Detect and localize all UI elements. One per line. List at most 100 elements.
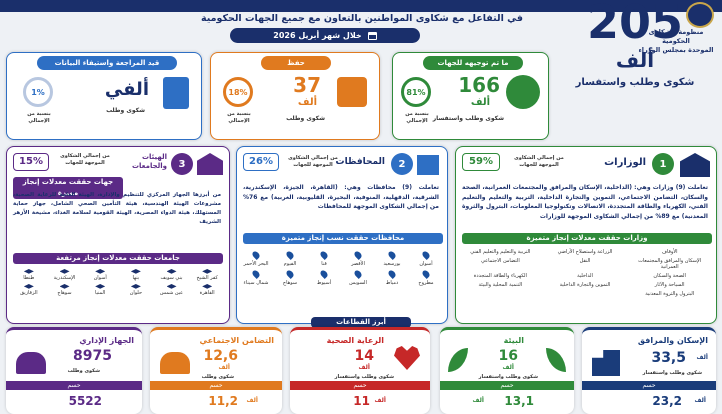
people-icon	[160, 352, 190, 374]
university-item: الزقازيق	[13, 284, 45, 296]
solved-unit: ألف	[374, 397, 386, 404]
month-label: خلال شهر أبريل 2026	[273, 31, 362, 40]
ministry-item: التموين والتجارة الداخلية	[559, 282, 611, 288]
building-icon	[506, 75, 540, 109]
pin-icon	[319, 250, 329, 260]
saved-unit: ألف	[297, 97, 317, 108]
sector-label: شكوى وطلب واستفسار	[642, 370, 702, 376]
university-item: سوهاج	[49, 284, 81, 296]
bodies-pct: 15%	[13, 153, 49, 171]
ministries-card: 1 الوزارات من إجمالي الشكاوى الموجهة للج…	[455, 146, 717, 324]
governorate-item: البحر الأحمر	[241, 250, 271, 267]
team-icon	[16, 352, 46, 374]
solved-bar: حسم	[290, 381, 430, 390]
ministry-item: السياحة والآثار	[654, 282, 685, 288]
sector-label: شكوى وطلب	[67, 368, 100, 374]
governorates-pct-label: من إجمالي الشكاوى الموجهة للجهات	[288, 155, 338, 168]
governorate-item: الفيوم	[275, 250, 305, 267]
university-item: المنيا	[84, 284, 116, 296]
governorate-item: شمال سيناء	[241, 269, 271, 286]
university-item: عين شمس	[156, 284, 188, 296]
sectors-title: أبرز القطاعات	[311, 317, 411, 328]
folder-icon	[337, 77, 367, 107]
governorate-item: دمياط	[377, 269, 407, 286]
solved-unit: ألف	[472, 397, 484, 404]
calendar-icon	[367, 31, 377, 40]
header-subtitle: في التفاعل مع شكاوى المواطنين بالتعاون م…	[201, 13, 523, 24]
grad-cap-icon	[95, 269, 106, 274]
ministries-list: الأوقاف الزراعة واستصلاح الأراضي التربية…	[460, 249, 710, 297]
sector-unit: ألف	[218, 364, 230, 371]
ministries-pct-label: من إجمالي الشكاوى الموجهة للجهات	[514, 155, 564, 168]
review-pct: 1%	[31, 87, 45, 97]
grad-cap-icon	[202, 269, 213, 274]
saved-title: حفظ	[261, 56, 331, 70]
directed-unit: ألف	[470, 97, 490, 108]
solved-bar: حسم	[150, 381, 282, 390]
grad-cap-icon	[59, 269, 70, 274]
governorates-title: المحافظات	[335, 157, 385, 167]
sector-unit: ألف	[502, 364, 514, 371]
pin-icon	[251, 250, 261, 260]
governorate-item: أسيوط	[309, 269, 339, 286]
ministries-building-icon	[680, 153, 710, 177]
saved-label: شكوى وطلب	[286, 115, 325, 122]
ministries-index: 1	[652, 153, 674, 175]
ministry-item: الداخلية	[577, 273, 593, 279]
solved-number: 5522	[68, 394, 102, 408]
solved-number: 11,2	[208, 394, 238, 408]
bodies-banner-2: جامعات حققت معدلات إنجاز مرتفعة	[13, 253, 223, 264]
governorates-card: 2 المحافظات من إجمالي الشكاوى الموجهة لل…	[236, 146, 448, 324]
grad-cap-icon	[202, 284, 213, 289]
review-label: شكوى وطلب	[106, 107, 145, 114]
review-pct-ring: 1%	[23, 77, 53, 107]
ministries-title: الوزارات	[604, 157, 646, 168]
directed-pct: 81%	[406, 87, 426, 97]
governorate-item: بورسعيد	[377, 250, 407, 267]
sector-number: 12,6	[203, 348, 238, 364]
total-unit: ألف	[615, 48, 655, 72]
solved-unit: ألف	[694, 397, 706, 404]
governorate-item: مطروح	[411, 269, 441, 286]
total-number: 205	[586, 0, 684, 49]
bodies-title: الهيئات والجامعات	[132, 153, 167, 170]
directed-number: 166	[458, 73, 500, 97]
directed-pct-ring: 81%	[401, 77, 431, 107]
month-pill: خلال شهر أبريل 2026	[230, 28, 420, 43]
sector-label: شكوى وطلب واستفسار	[334, 374, 394, 380]
status-card-saved: حفظ 37 ألف شكوى وطلب 18% بنسبة من الإجما…	[210, 52, 380, 140]
review-pct-label: بنسبة من الإجمالي	[27, 111, 51, 124]
pin-icon	[319, 269, 329, 279]
sector-card-environment: البيئة 16 ألف شكوى وطلب واستفسار حسم 13,…	[440, 327, 574, 414]
university-item: أسوان	[84, 269, 116, 281]
ministries-banner: وزارات حققت معدلات إنجاز متميزة	[462, 233, 712, 244]
solved-number: 23,2	[652, 394, 682, 408]
university-item: بنها	[120, 269, 152, 281]
bodies-pct-label: من إجمالي الشكاوى الموجهة للجهات	[60, 153, 110, 166]
solved-number: 11	[353, 394, 370, 408]
ministry-item: التنمية المحلية والبيئة	[478, 282, 523, 288]
grad-cap-icon	[130, 284, 141, 289]
governorates-text: تعاملت (9) محافظات وهي: (القاهرة، الجيزة…	[243, 184, 439, 210]
sector-unit: ألف	[696, 354, 708, 361]
grad-cap-icon	[59, 284, 70, 289]
org-name: منظومة الشكاوى الحكومية الموحدة بمجلس ال…	[634, 28, 718, 55]
status-card-review: قيد المراجعة واستيفاء البيانات ألفي شكوى…	[6, 52, 202, 140]
bodies-index: 3	[171, 153, 193, 175]
solved-unit: ألف	[246, 397, 258, 404]
sector-number: 14	[354, 348, 374, 364]
solved-bar: حسم	[582, 381, 716, 390]
emblem-logo	[686, 2, 714, 28]
sector-number: 8975	[73, 348, 112, 364]
solved-number: 13,1	[504, 394, 534, 408]
governorate-item: السويس	[343, 269, 373, 286]
city-icon	[417, 155, 439, 175]
total-block: 205 ألف شكوى وطلب واستفسار	[555, 0, 715, 120]
governorate-item: أسوان	[411, 250, 441, 267]
pin-icon	[251, 269, 261, 279]
ministry-item: التضامن الاجتماعي	[480, 258, 520, 264]
sector-card-housing: الإسكان والمرافق 33,5 ألف شكوى وطلب واست…	[582, 327, 716, 414]
leaf-icon-left	[448, 348, 468, 372]
grad-cap-icon	[23, 284, 34, 289]
ministries-text: تعاملت (9) وزارات وهي: (الداخلية، الإسكا…	[462, 184, 708, 220]
